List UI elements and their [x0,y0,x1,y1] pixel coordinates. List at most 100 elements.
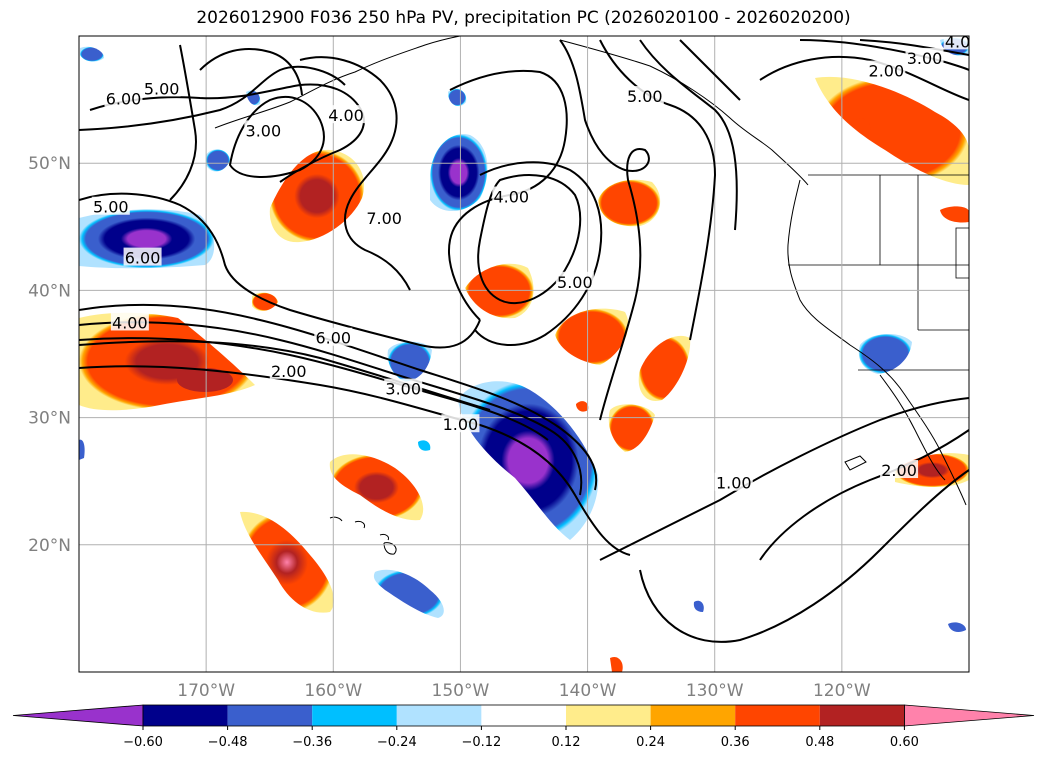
contour-label: 2.00 [869,62,905,81]
contour-label: 6.00 [315,329,351,348]
state-boundaries [788,174,969,331]
precip-blob-negative [693,600,704,612]
contour-label: 7.00 [366,209,402,228]
map-background [79,36,969,672]
contour-label-bg [441,414,480,433]
contour-label-bg [625,86,664,105]
hawaii-islands [329,516,397,555]
contour-label-bg [905,47,944,66]
colorbar-tick-label: −0.60 [123,735,163,750]
lat-tick-label: 50°N [28,154,71,174]
precip-blob-positive [608,404,655,452]
colorbar-extend-max [904,704,1035,727]
contour-label-bg [365,208,404,227]
lon-tick-label: 160°W [304,681,362,701]
contour-label: 5.00 [144,79,180,98]
colorbar: −0.60 −0.48 −0.36 −0.24 −0.12 0.12 0.24 0.36 0.4… [12,704,1035,750]
colorbar-segment [312,705,397,726]
pv-contour-3b [639,39,738,231]
precip-blob-negative [79,209,215,269]
latitude-axis: 20°N 30°N 40°N 50°N [28,154,71,556]
lon-tick-label: 130°W [686,681,744,701]
colorbar-tick-label: 0.48 [805,735,834,750]
colorbar-extend-min [12,704,144,727]
contour-label: 6.00 [106,90,142,109]
lon-tick-label: 140°W [559,681,617,701]
lat-tick-label: 20°N [28,536,71,556]
state-boundaries [955,227,969,279]
longitude-axis: 170°W 160°W 150°W 140°W 130°W 120°W [177,681,871,701]
contour-label: 5.00 [93,198,129,217]
contour-label-bg [104,88,143,107]
pv-contour-4 [79,303,598,491]
precip-blob-positive [638,335,691,401]
contour-label-bg [384,378,423,397]
precip-blob-negative [206,149,230,172]
pv-contour-2b [79,340,491,411]
pv-contour-5e [559,39,650,421]
gridlines [79,36,969,672]
contour-label-bg [91,196,130,215]
chart-title: 2026012900 F036 250 hPa PV, precipitatio… [196,8,851,28]
pv-contour-5b [199,48,303,96]
colorbar-tick-label: −0.48 [208,735,248,750]
map-frame [78,35,970,673]
pv-contour-5 [79,65,346,131]
colorbar-segment [819,705,905,726]
precip-blob-negative [448,88,467,107]
contour-label-bg [110,312,149,331]
precip-blob-positive [940,206,969,223]
precip-blob-positive [555,308,629,365]
contour-label: 4.00 [112,313,148,332]
contour-label-bg [880,460,919,479]
pv-contour-5d [474,161,603,346]
contour-label-layer: 6.005.003.004.005.006.007.004.006.002.00… [91,36,969,493]
precip-blob-negative [373,569,444,618]
lon-tick-label: 120°W [813,681,871,701]
precip-blob-negative [79,439,85,460]
alaska-aleutian-coast [214,36,461,129]
pv-contour-6b [79,192,481,349]
colorbar-segment [481,705,566,726]
precip-blob-negative [430,134,488,212]
precip-blob-negative [418,440,431,451]
pv-contour-1c [639,469,969,643]
pv-contour-4c [477,174,582,305]
contour-label: 2.00 [271,362,307,381]
precip-blob-positive [576,401,589,412]
colorbar-tick-label: −0.12 [461,735,501,750]
colorbar-frame [142,704,905,727]
contour-label: 3.00 [907,49,943,68]
baja-california-coast [879,374,946,481]
lon-tick-label: 150°W [432,681,490,701]
pv-contour-3 [79,321,583,496]
precip-blob-positive [240,511,334,613]
contour-label-bg [123,247,162,266]
pv-contour-2e [759,429,969,561]
pv-contour-2d [759,55,969,101]
contour-label: 6.00 [125,249,161,268]
contour-label: 2.00 [881,461,917,480]
colorbar-tick-label: 0.24 [636,735,665,750]
colorbar-segment [396,705,482,726]
pv-contour-6 [89,83,365,183]
contour-label: 4.00 [493,188,529,207]
colorbar-segment [143,705,228,726]
coastline-layer [214,36,969,555]
pv-contour-5c [169,44,197,201]
contour-label-bg [492,186,531,205]
pv-contour-2 [79,337,549,441]
precip-blob-positive [329,454,424,521]
pv-contour-2c [679,39,741,101]
contour-label-bg [327,105,365,124]
precip-blob-negative [80,46,104,62]
pv-contour-1b [599,397,969,561]
precip-blob-negative [948,622,966,632]
lat-tick-label: 40°N [28,281,71,301]
contour-label: 1.00 [716,474,752,493]
pv-contour-4d [599,39,717,341]
colorbar-segment [566,705,651,726]
contour-label-bg [714,472,753,491]
pv-contour-4e [859,39,969,56]
contour-label-bg [943,36,969,50]
